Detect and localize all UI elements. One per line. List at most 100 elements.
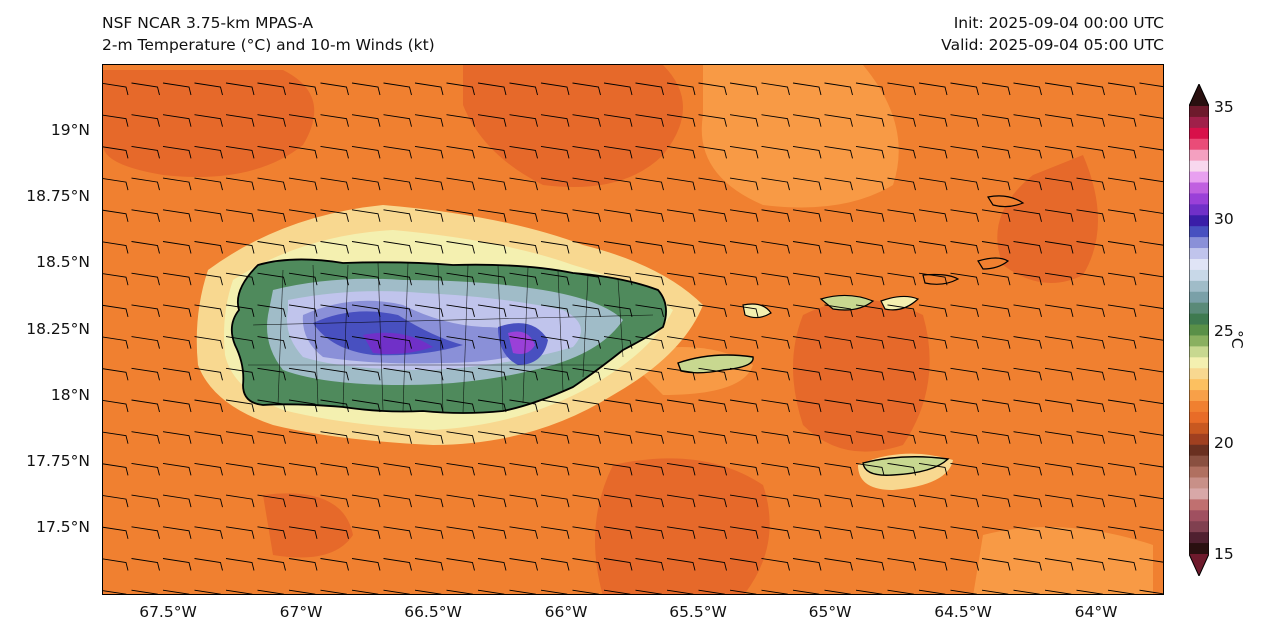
colorbar-segment bbox=[1189, 521, 1209, 533]
wind-barb bbox=[1013, 558, 1042, 571]
wind-barb bbox=[351, 272, 381, 286]
wind-barb bbox=[981, 336, 1011, 349]
wind-barb bbox=[635, 304, 664, 318]
wind-barb bbox=[320, 336, 349, 349]
wind-barb bbox=[320, 304, 349, 318]
wind-barb bbox=[131, 177, 160, 191]
wind-barb bbox=[761, 494, 790, 508]
wind-barb bbox=[162, 114, 192, 127]
wind-barb bbox=[288, 336, 318, 349]
wind-barb bbox=[603, 82, 633, 96]
wind-barb bbox=[1044, 304, 1074, 318]
wind-barb bbox=[194, 209, 223, 222]
colorbar-extend-max bbox=[1189, 84, 1209, 106]
wind-barb bbox=[225, 399, 255, 413]
wind-barb bbox=[950, 399, 979, 413]
wind-barb bbox=[950, 336, 979, 349]
wind-barb bbox=[320, 82, 349, 96]
colorbar-segment bbox=[1189, 160, 1209, 173]
wind-barb bbox=[918, 526, 948, 539]
wind-barb bbox=[131, 367, 160, 381]
colorbar-segment bbox=[1189, 510, 1209, 522]
wind-barb bbox=[572, 589, 599, 594]
wind-barb bbox=[572, 462, 601, 476]
wind-barb bbox=[887, 558, 916, 571]
colorbar-segment bbox=[1189, 499, 1209, 511]
wind-barb bbox=[981, 494, 1011, 508]
wind-barb bbox=[855, 399, 885, 413]
wind-barb bbox=[414, 367, 444, 381]
wind-barb bbox=[288, 494, 318, 508]
map-panel[interactable] bbox=[102, 64, 1164, 595]
wind-barb bbox=[162, 82, 192, 96]
wind-barb bbox=[257, 494, 286, 508]
wind-barb bbox=[855, 272, 885, 286]
wind-barb bbox=[761, 431, 790, 444]
wind-barb bbox=[824, 145, 853, 159]
wind-barb bbox=[540, 82, 570, 96]
wind-barb bbox=[981, 177, 1011, 191]
wind-barb bbox=[1013, 462, 1042, 476]
wind-barb bbox=[887, 241, 916, 254]
wind-barb bbox=[950, 494, 979, 508]
colorbar-segment bbox=[1189, 488, 1209, 500]
wind-barb bbox=[666, 336, 696, 349]
wind-barb bbox=[131, 82, 160, 96]
colorbar-segment bbox=[1189, 237, 1209, 249]
wind-barb bbox=[918, 494, 948, 508]
wind-barb bbox=[351, 494, 381, 508]
wind-barb bbox=[1044, 494, 1074, 508]
wind-barb bbox=[666, 431, 696, 444]
wind-barb bbox=[1139, 336, 1163, 341]
wind-barb bbox=[1107, 494, 1137, 508]
wind-barb bbox=[383, 367, 412, 381]
wind-barb bbox=[572, 272, 601, 286]
wind-barb bbox=[855, 114, 885, 127]
wind-barb bbox=[855, 494, 885, 508]
wind-barb bbox=[887, 272, 916, 286]
wind-barb bbox=[950, 177, 979, 191]
wind-barb bbox=[414, 82, 444, 96]
wind-barb bbox=[320, 241, 349, 254]
wind-barb bbox=[635, 589, 662, 594]
wind-barb bbox=[761, 558, 790, 571]
wind-barb bbox=[194, 558, 223, 571]
wind-barb bbox=[1107, 589, 1135, 594]
wind-barb bbox=[162, 558, 192, 571]
wind-barb bbox=[1044, 367, 1074, 381]
lat-tick-label: 18.75°N bbox=[26, 187, 90, 205]
colorbar-segment bbox=[1189, 291, 1209, 304]
wind-barb bbox=[383, 272, 412, 286]
wind-barb bbox=[729, 114, 759, 127]
colorbar-segment bbox=[1189, 280, 1209, 293]
wind-barb bbox=[1076, 558, 1105, 571]
wind-barb bbox=[414, 114, 444, 127]
wind-barb bbox=[540, 526, 570, 539]
colorbar-segment bbox=[1189, 226, 1209, 238]
wind-barb bbox=[131, 462, 160, 476]
wind-barb bbox=[383, 177, 412, 191]
wind-barb bbox=[603, 241, 633, 254]
wind-barb bbox=[225, 462, 255, 476]
wind-barb bbox=[509, 336, 538, 349]
wind-barb bbox=[981, 367, 1011, 381]
wind-barb bbox=[824, 209, 853, 222]
wind-barb bbox=[540, 336, 570, 349]
wind-barb bbox=[414, 589, 442, 594]
wind-barb bbox=[824, 272, 853, 286]
wind-barb bbox=[351, 431, 381, 444]
colorbar-segment bbox=[1189, 422, 1209, 435]
colorbar-segment bbox=[1189, 401, 1209, 413]
wind-barb bbox=[698, 177, 727, 191]
wind-barb bbox=[887, 367, 916, 381]
wind-barb bbox=[761, 399, 790, 413]
wind-barb bbox=[351, 558, 381, 571]
wind-barb bbox=[257, 462, 286, 476]
wind-barb bbox=[540, 462, 570, 476]
lat-tick-label: 18.25°N bbox=[26, 320, 90, 338]
wind-barb bbox=[446, 177, 475, 191]
wind-barb bbox=[729, 399, 759, 413]
wind-barb bbox=[131, 241, 160, 254]
wind-barb bbox=[1076, 526, 1105, 539]
wind-barb bbox=[1139, 209, 1163, 214]
